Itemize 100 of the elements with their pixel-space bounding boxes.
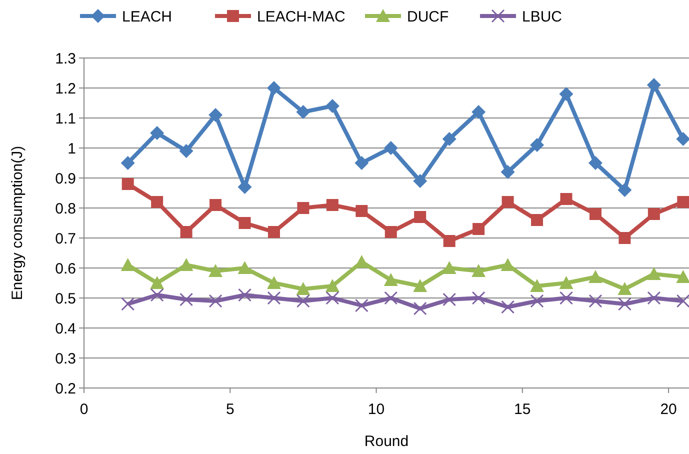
point <box>443 235 456 247</box>
point <box>384 291 398 305</box>
y-tick-label: 1.2 <box>55 80 76 98</box>
point <box>238 261 252 274</box>
y-tick-label: 1.1 <box>55 110 76 128</box>
point <box>208 294 222 308</box>
point <box>676 132 689 146</box>
point <box>677 196 689 208</box>
point <box>354 156 369 170</box>
point <box>208 108 223 122</box>
point <box>559 276 574 289</box>
point <box>238 288 252 302</box>
point <box>384 273 398 286</box>
point <box>413 174 428 188</box>
point <box>502 196 514 208</box>
point <box>559 87 574 101</box>
point <box>325 279 340 292</box>
point <box>588 156 602 170</box>
point <box>384 141 398 155</box>
legend-label: LEACH <box>122 8 172 26</box>
point <box>530 294 544 308</box>
y-tick-label: 0.8 <box>55 200 76 218</box>
point <box>120 156 135 170</box>
point <box>618 183 632 197</box>
point <box>530 138 544 152</box>
x-tick-label: 10 <box>368 401 385 418</box>
point <box>472 291 486 305</box>
y-tick-label: 0.6 <box>55 260 76 278</box>
point <box>268 226 280 238</box>
point <box>647 291 661 305</box>
x-tick-label: 0 <box>80 401 88 418</box>
point <box>208 264 223 277</box>
x-axis-title: Round <box>364 433 409 450</box>
point <box>354 298 368 312</box>
point <box>121 297 135 311</box>
point <box>297 202 310 214</box>
legend-label: LEACH-MAC <box>257 8 346 26</box>
point <box>384 226 397 238</box>
point <box>676 270 689 283</box>
y-tick-label: 1 <box>68 140 76 158</box>
y-axis-title: Energy consumption(J) <box>9 146 26 300</box>
legend-label: DUCF <box>407 8 449 26</box>
point <box>150 126 164 140</box>
point <box>588 294 602 308</box>
point <box>500 165 515 179</box>
point <box>442 132 456 146</box>
point <box>501 300 515 314</box>
point <box>472 223 485 235</box>
point <box>413 302 427 316</box>
point <box>648 208 660 220</box>
x-tick-label: 5 <box>226 401 234 418</box>
point <box>500 258 515 271</box>
point <box>472 105 486 119</box>
point <box>266 276 281 289</box>
point <box>325 99 340 113</box>
point <box>267 291 281 305</box>
point <box>151 196 164 208</box>
point <box>210 199 222 211</box>
y-tick-label: 0.3 <box>55 350 76 368</box>
point <box>296 282 310 295</box>
point <box>618 232 631 244</box>
point <box>296 294 310 308</box>
y-tick-label: 0.7 <box>55 230 76 248</box>
point <box>618 282 632 295</box>
point <box>530 279 544 292</box>
point <box>618 297 632 311</box>
point <box>180 292 194 306</box>
point <box>266 81 281 95</box>
point <box>326 291 340 305</box>
point <box>122 178 134 190</box>
point <box>442 261 456 274</box>
point <box>150 276 164 289</box>
point <box>413 279 428 292</box>
point <box>120 258 135 271</box>
point <box>472 264 486 277</box>
point <box>326 199 338 211</box>
point <box>588 270 602 283</box>
point <box>238 217 251 229</box>
y-tick-label: 1.3 <box>55 50 76 68</box>
y-tick-label: 0.9 <box>55 170 76 188</box>
point <box>676 294 689 308</box>
point <box>589 208 602 220</box>
x-tick-label: 15 <box>514 401 531 418</box>
point <box>560 193 572 205</box>
point <box>442 292 456 306</box>
point <box>179 144 194 158</box>
x-tick-label: 20 <box>660 401 677 418</box>
y-tick-label: 0.2 <box>55 380 76 398</box>
y-tick-label: 0.4 <box>55 320 76 338</box>
point <box>180 226 192 238</box>
y-tick-label: 0.5 <box>55 290 76 308</box>
legend-label: LBUC <box>522 8 562 26</box>
point <box>356 205 368 217</box>
point <box>531 214 544 226</box>
point <box>559 291 573 305</box>
point <box>179 258 194 271</box>
point <box>296 105 310 119</box>
point <box>414 211 426 223</box>
point <box>646 78 661 92</box>
point <box>238 180 252 194</box>
